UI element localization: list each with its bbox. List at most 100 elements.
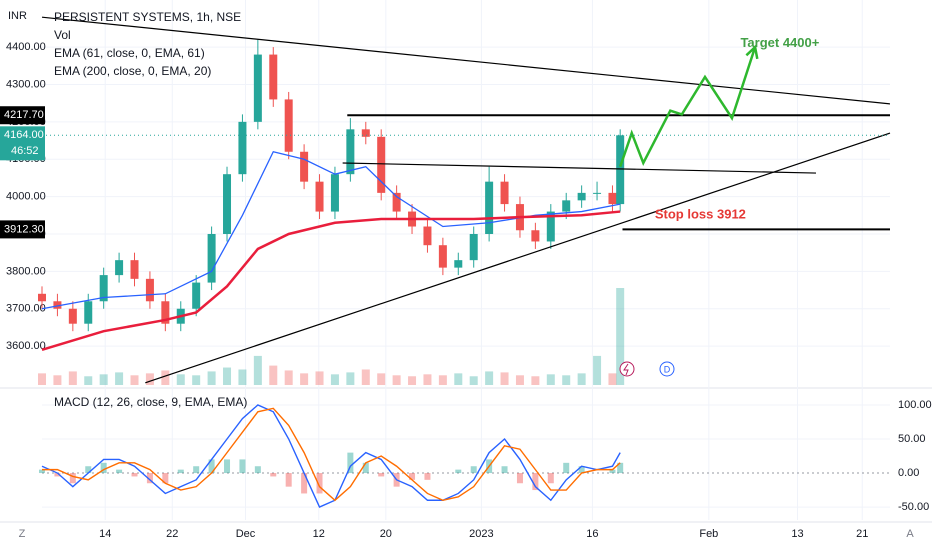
histogram-bar: [563, 462, 570, 474]
candle-body: [438, 245, 447, 268]
candle-body: [577, 192, 586, 201]
candle-body: [616, 135, 625, 205]
histogram-bar: [409, 473, 416, 480]
candle-body: [423, 226, 432, 246]
candle-body: [130, 260, 139, 279]
histogram-bar: [162, 473, 169, 484]
volume-bar: [145, 373, 154, 385]
trend-line: [342, 162, 817, 174]
legend-entry: EMA (200, close, 0, EMA, 20): [54, 64, 211, 78]
histogram-bar: [54, 473, 61, 477]
annotation: Stop loss 3912: [655, 207, 746, 222]
arrow-head: [745, 44, 759, 60]
footer-left[interactable]: Z: [19, 528, 26, 540]
candle-body: [546, 211, 555, 242]
histogram-bar: [532, 473, 539, 491]
volume-bar: [115, 372, 124, 385]
overlay: 14 22 Dec 12 20 2023 16 Feb 13 21 Target 4400+ Stop…: [0, 35, 868, 540]
event-icon[interactable]: [619, 361, 635, 377]
footer-right[interactable]: A: [906, 528, 914, 540]
volume-bar: [238, 369, 247, 385]
x-tick-label: 20: [380, 528, 392, 540]
histogram-bar: [547, 473, 554, 484]
volume-bar: [423, 374, 432, 385]
candle-body: [469, 233, 478, 261]
volume-bar: [284, 370, 293, 385]
legend-entry: EMA (61, close, 0, EMA, 61): [54, 46, 205, 60]
candle-body: [485, 181, 494, 234]
histogram-bar: [146, 473, 153, 484]
volume-bar: [454, 373, 463, 385]
volume-bar: [438, 375, 447, 385]
volume-bar: [192, 375, 201, 385]
volume-bar: [392, 375, 401, 385]
candle-body: [99, 275, 108, 302]
trend-line: [618, 46, 757, 168]
volume-bar: [38, 373, 46, 385]
histogram-bar: [254, 466, 261, 474]
price-tag: [0, 106, 45, 125]
x-tick-label: 2023: [469, 528, 493, 540]
price-tag-label: 4164.00: [4, 129, 44, 141]
y-tick-label: 4300.00: [6, 78, 46, 90]
histogram-bar: [362, 462, 369, 474]
histogram-bar: [424, 473, 431, 480]
candle-body: [284, 99, 293, 152]
histogram-bar: [455, 469, 462, 474]
volume-bar: [361, 369, 370, 385]
histogram-bar: [224, 459, 231, 474]
candle-body: [192, 282, 201, 309]
volume-bar: [68, 371, 77, 385]
dividend-icon[interactable]: [659, 361, 675, 377]
histogram-bar: [516, 473, 523, 484]
histogram-bar: [378, 473, 385, 477]
currency: INR: [8, 10, 27, 22]
x-tick-label: 12: [313, 528, 325, 540]
candle-body: [500, 181, 509, 205]
lightning: [623, 363, 629, 376]
y-tick-label: 3800.00: [6, 265, 46, 277]
candle-body: [253, 54, 262, 122]
candle-body: [238, 121, 247, 175]
candle-body: [330, 174, 339, 212]
macd-title: MACD (12, 26, close, 9, EMA, EMA): [54, 395, 247, 409]
y-tick-label: 0.00: [898, 467, 919, 479]
volume-bar: [346, 372, 355, 385]
volume-bar: [161, 370, 170, 385]
macd-line: [42, 407, 621, 502]
y-tick-label: 3700.00: [6, 303, 46, 315]
volume-bar: [531, 376, 540, 385]
candle-body: [269, 54, 278, 100]
macd-pane: -50.00 0.00 50.00 100.00: [39, 399, 932, 513]
y-tick-label: 4400.00: [6, 41, 46, 53]
candle-body: [315, 181, 324, 212]
candle-body: [207, 233, 216, 283]
x-tick-label: 16: [586, 528, 598, 540]
histogram-bar: [85, 466, 92, 474]
volume-bar: [469, 376, 478, 385]
histogram-bar: [301, 473, 308, 494]
volume-bar: [608, 373, 617, 385]
volume-bar: [546, 374, 555, 385]
volume-bar: [330, 374, 339, 385]
candle-body: [346, 129, 355, 175]
volume-bar: [99, 374, 108, 385]
chart-title: PERSISTENT SYSTEMS, 1h, NSE: [54, 10, 241, 24]
volume-bar: [223, 367, 232, 385]
price-tag-label: 3912.30: [4, 223, 44, 235]
volume-bar: [207, 371, 216, 385]
x-tick-label: Dec: [236, 528, 256, 540]
volume-bar: [377, 373, 386, 385]
volume-bar: [562, 375, 571, 385]
histogram-bar: [100, 462, 107, 474]
volume-bar: [269, 365, 278, 385]
volume-bar: [53, 375, 62, 385]
x-tick-label: 13: [791, 528, 803, 540]
volume-bar: [500, 372, 509, 385]
volume-bar: [485, 371, 494, 385]
trend-line: [41, 16, 891, 105]
x-tick-label: 22: [166, 528, 178, 540]
countdown: 46:52: [11, 145, 39, 157]
y-tick-label: 100.00: [898, 399, 932, 411]
